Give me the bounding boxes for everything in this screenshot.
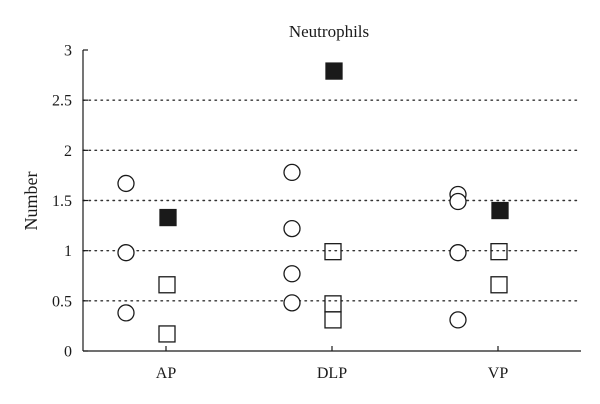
y-tick-label-4: 2 (64, 143, 72, 160)
chart-title: Neutrophils (289, 22, 369, 41)
y-tick-label-5: 2.5 (52, 93, 72, 110)
open-circle-point-dlp-5 (283, 265, 301, 283)
y-axis-label: Number (21, 172, 41, 231)
x-tick-label-dlp: DLP (317, 365, 347, 382)
open-circle-point-dlp-3 (283, 163, 301, 182)
grid-lines (82, 99, 582, 302)
open-circle-point-vp-9 (449, 244, 467, 262)
open-square-point-ap-1 (158, 325, 176, 343)
open-circle-point-ap-0 (117, 174, 135, 193)
open-square-point-ap-0 (158, 276, 176, 294)
open-square-point-dlp-2 (324, 243, 342, 261)
open-circle-point-vp-10 (449, 311, 467, 329)
open-circle-point-vp-8 (449, 192, 467, 211)
open-square-point-dlp-3 (324, 295, 342, 313)
x-tick-label-ap: AP (156, 365, 177, 382)
filled-square-point-dlp-1 (325, 62, 343, 80)
open-square-point-vp-5 (490, 243, 508, 261)
y-tick-label-3: 1.5 (52, 193, 72, 210)
filled-square-point-vp-2 (491, 201, 509, 220)
filled-square-point-ap-0 (159, 208, 177, 227)
tick-labels: 0 0.5 1 1.5 2 2.5 3 AP DLP VP (52, 43, 508, 383)
y-tick-label-2: 1 (64, 243, 72, 260)
axes (82, 49, 581, 352)
data-points (117, 62, 509, 343)
y-tick-label-6: 3 (64, 43, 72, 60)
y-tick-label-1: 0.5 (52, 293, 72, 310)
open-circle-point-ap-1 (117, 244, 135, 262)
x-tick-label-vp: VP (488, 365, 509, 382)
y-tick-label-0: 0 (64, 344, 72, 361)
open-circle-point-dlp-4 (283, 219, 301, 238)
open-circle-point-ap-2 (117, 304, 135, 322)
open-square-point-vp-6 (490, 276, 508, 294)
open-circle-point-dlp-6 (283, 294, 301, 312)
open-square-point-dlp-4 (324, 311, 342, 329)
